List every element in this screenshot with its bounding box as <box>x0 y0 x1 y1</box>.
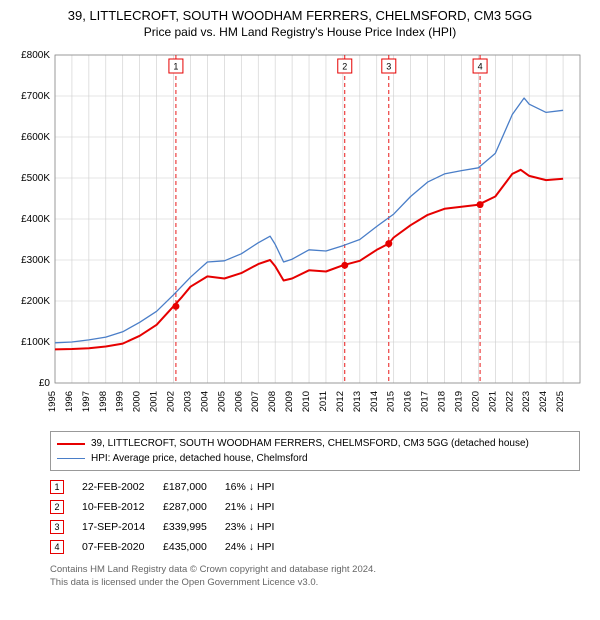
chart-area: £0 £100K £200K £300K £400K £500K £600K £700K £80… <box>10 45 590 425</box>
sale-marker-icon: 2 <box>50 500 64 514</box>
sale-price: £187,000 <box>163 477 225 497</box>
x-axis-label: 2024 <box>538 391 549 412</box>
y-axis-label: £400K <box>21 214 50 225</box>
x-axis-label: 2018 <box>437 391 448 412</box>
legend-swatch <box>57 458 85 459</box>
sale-date: 17-SEP-2014 <box>82 517 163 537</box>
sale-point-2 <box>341 262 348 269</box>
x-axis-label: 2014 <box>369 391 380 412</box>
sale-diff: 24% ↓ HPI <box>225 537 293 557</box>
legend-label: 39, LITTLECROFT, SOUTH WOODHAM FERRERS, … <box>91 436 529 451</box>
footer-attribution: Contains HM Land Registry data © Crown c… <box>50 563 590 590</box>
chart-container: 39, LITTLECROFT, SOUTH WOODHAM FERRERS, … <box>0 0 600 620</box>
x-axis-label: 2002 <box>166 391 177 412</box>
y-axis-label: £200K <box>21 296 50 307</box>
x-axis-label: 2006 <box>233 391 244 412</box>
sale-diff: 23% ↓ HPI <box>225 517 293 537</box>
sale-annotation-3: 3 <box>386 62 391 72</box>
table-row: 2 10-FEB-2012£287,00021% ↓ HPI <box>50 497 292 517</box>
sale-point-3 <box>385 240 392 247</box>
y-axis-label: £0 <box>39 378 51 389</box>
x-axis-label: 2016 <box>403 391 414 412</box>
sale-price: £435,000 <box>163 537 225 557</box>
x-axis-label: 2025 <box>555 391 566 412</box>
legend-swatch <box>57 443 85 445</box>
sale-date: 07-FEB-2020 <box>82 537 163 557</box>
x-axis-label: 2022 <box>504 391 515 412</box>
legend-label: HPI: Average price, detached house, Chel… <box>91 451 308 466</box>
sale-point-4 <box>477 201 484 208</box>
x-axis-label: 2021 <box>487 391 498 412</box>
x-axis-label: 2003 <box>182 391 193 412</box>
footer-line-2: This data is licensed under the Open Gov… <box>50 576 590 589</box>
x-axis-label: 2012 <box>335 391 346 412</box>
x-axis-label: 1997 <box>81 391 92 412</box>
x-axis-label: 2020 <box>470 391 481 412</box>
sale-diff: 21% ↓ HPI <box>225 497 293 517</box>
chart-title: 39, LITTLECROFT, SOUTH WOODHAM FERRERS, … <box>10 8 590 23</box>
sale-marker-icon: 3 <box>50 520 64 534</box>
y-axis-label: £800K <box>21 50 50 61</box>
y-axis-label: £300K <box>21 255 50 266</box>
x-axis-label: 2011 <box>318 391 329 411</box>
sale-price: £287,000 <box>163 497 225 517</box>
x-axis-label: 2008 <box>267 391 278 412</box>
x-axis-label: 2023 <box>521 391 532 412</box>
sale-date: 22-FEB-2002 <box>82 477 163 497</box>
sale-date: 10-FEB-2012 <box>82 497 163 517</box>
legend-item: HPI: Average price, detached house, Chel… <box>57 451 573 466</box>
y-axis-label: £500K <box>21 173 50 184</box>
legend: 39, LITTLECROFT, SOUTH WOODHAM FERRERS, … <box>50 431 580 471</box>
sale-diff: 16% ↓ HPI <box>225 477 293 497</box>
x-axis-label: 2007 <box>250 391 261 412</box>
sale-annotation-1: 1 <box>173 62 178 72</box>
x-axis-label: 1995 <box>47 391 58 412</box>
table-row: 4 07-FEB-2020£435,00024% ↓ HPI <box>50 537 292 557</box>
x-axis-label: 2009 <box>284 391 295 412</box>
x-axis-label: 1996 <box>64 391 75 412</box>
sale-marker-icon: 4 <box>50 540 64 554</box>
sale-point-1 <box>172 303 179 310</box>
x-axis-label: 2019 <box>453 391 464 412</box>
x-axis-label: 2004 <box>199 391 210 412</box>
sale-annotation-2: 2 <box>342 62 347 72</box>
x-axis-label: 2010 <box>301 391 312 412</box>
sale-price: £339,995 <box>163 517 225 537</box>
x-axis-label: 2000 <box>132 391 143 412</box>
y-axis-label: £700K <box>21 91 50 102</box>
sale-marker-icon: 1 <box>50 480 64 494</box>
line-chart-svg: £0 £100K £200K £300K £400K £500K £600K £700K £80… <box>10 45 590 425</box>
x-axis-label: 2017 <box>420 391 431 412</box>
footer-line-1: Contains HM Land Registry data © Crown c… <box>50 563 590 576</box>
x-axis-label: 2001 <box>149 391 160 412</box>
x-axis-label: 2005 <box>216 391 227 412</box>
y-axis-label: £100K <box>21 337 50 348</box>
table-row: 1 22-FEB-2002£187,00016% ↓ HPI <box>50 477 292 497</box>
table-row: 3 17-SEP-2014£339,99523% ↓ HPI <box>50 517 292 537</box>
sale-annotation-4: 4 <box>478 62 483 72</box>
x-axis-label: 1999 <box>115 391 126 412</box>
x-axis-label: 1998 <box>98 391 109 412</box>
sales-table: 1 22-FEB-2002£187,00016% ↓ HPI 2 10-FEB-201… <box>50 477 292 557</box>
chart-subtitle: Price paid vs. HM Land Registry's House … <box>10 25 590 39</box>
legend-item: 39, LITTLECROFT, SOUTH WOODHAM FERRERS, … <box>57 436 573 451</box>
x-axis-label: 2013 <box>352 391 363 412</box>
x-axis-label: 2015 <box>386 391 397 412</box>
y-axis-label: £600K <box>21 132 50 143</box>
